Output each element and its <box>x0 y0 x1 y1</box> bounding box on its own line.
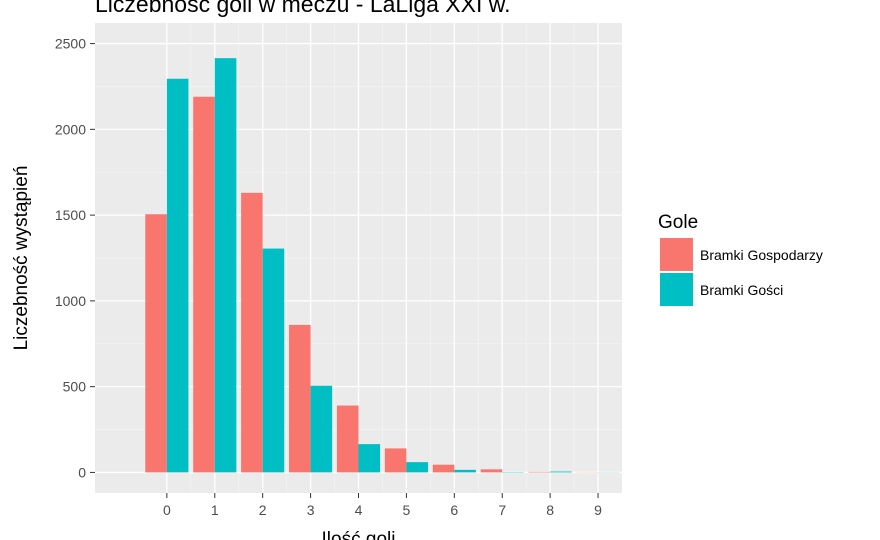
bar-home-2 <box>241 192 263 473</box>
bar-away-8 <box>550 471 572 473</box>
y-tick-label: 0 <box>78 464 86 480</box>
x-tick-label: 1 <box>211 502 219 518</box>
bar-home-7 <box>480 469 503 473</box>
y-axis-title: Liczebność wystąpień <box>11 166 32 351</box>
x-tick-label: 2 <box>259 502 267 518</box>
bar-away-1 <box>214 58 237 473</box>
bar-away-6 <box>454 469 476 473</box>
x-axis-tick-labels: 0 1 2 3 4 5 6 7 8 9 <box>163 502 602 518</box>
y-tick-label: 1000 <box>55 293 86 309</box>
axis-ticks <box>90 43 599 498</box>
bar-home-3 <box>289 324 311 473</box>
bars-layer <box>145 58 620 473</box>
x-tick-label: 5 <box>403 502 411 518</box>
x-tick-label: 0 <box>163 502 171 518</box>
y-tick-label: 1500 <box>55 207 86 223</box>
bar-away-5 <box>406 462 428 473</box>
bar-home-0 <box>145 214 167 473</box>
x-tick-label: 8 <box>546 502 554 518</box>
x-axis-title: Ilość goli <box>322 529 396 540</box>
y-tick-label: 500 <box>63 379 87 395</box>
x-tick-label: 9 <box>594 502 602 518</box>
x-tick-label: 3 <box>307 502 315 518</box>
legend-label-home: Bramki Gospodarzy <box>700 247 823 263</box>
y-axis-tick-labels: 0 500 1000 1500 2000 2500 <box>55 36 86 481</box>
bar-home-6 <box>432 464 455 473</box>
bar-home-1 <box>193 96 215 473</box>
bar-home-8 <box>528 471 551 473</box>
bar-away-4 <box>358 444 381 473</box>
x-tick-label: 6 <box>450 502 458 518</box>
x-tick-label: 4 <box>355 502 363 518</box>
legend-key-home <box>660 238 693 271</box>
x-tick-label: 7 <box>498 502 506 518</box>
legend: Gole Bramki Gospodarzy Bramki Gości <box>658 212 823 306</box>
legend-label-away: Bramki Gości <box>700 282 783 298</box>
bar-away-2 <box>262 248 285 473</box>
y-tick-label: 2500 <box>55 36 86 52</box>
bar-home-4 <box>336 405 359 473</box>
y-tick-label: 2000 <box>55 121 86 137</box>
bar-home-5 <box>384 448 407 473</box>
bar-away-0 <box>166 78 189 473</box>
bar-away-3 <box>310 385 333 473</box>
chart-title: Liczebność goli w meczu - LaLiga XXI w. <box>95 0 510 17</box>
legend-key-away <box>660 273 693 306</box>
legend-title: Gole <box>658 212 698 233</box>
